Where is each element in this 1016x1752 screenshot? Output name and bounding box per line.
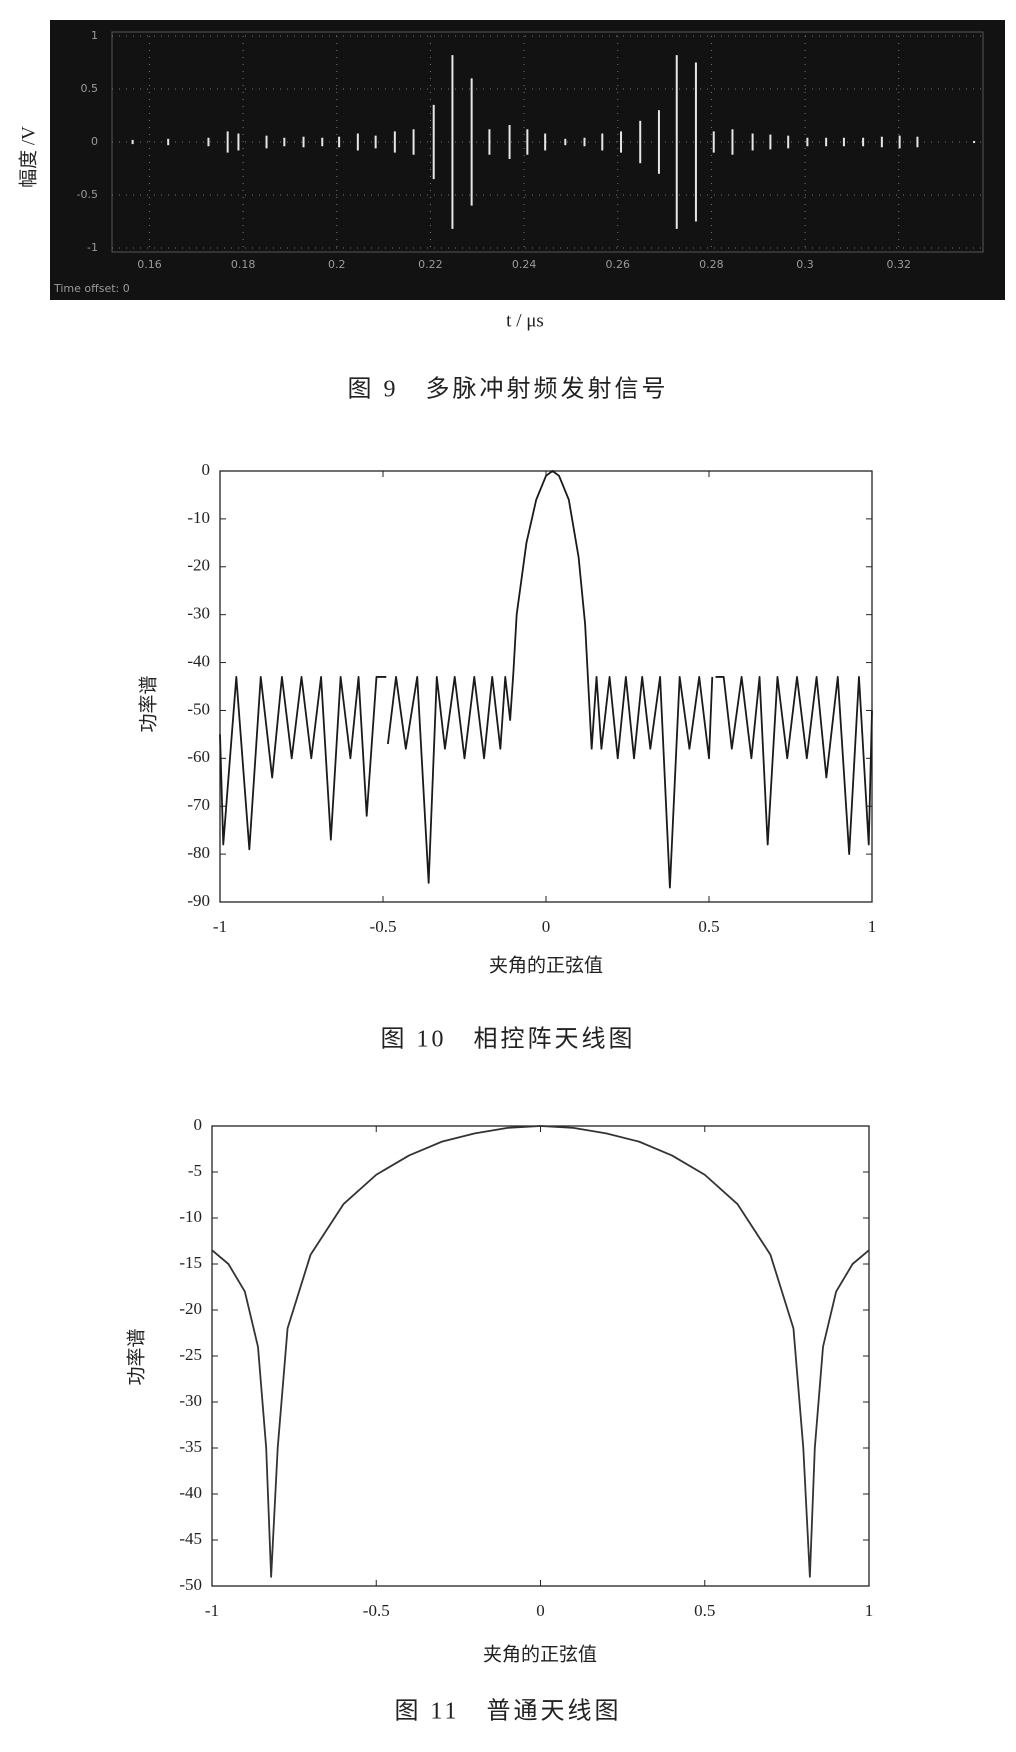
y-tick-label: -35	[179, 1437, 202, 1456]
chart: Time offset: 0 1 0.5 0 -0.5 -1 0.16 0.18 0.2 0.22…	[17, 20, 1005, 403]
figure-caption: 图 11 普通天线图	[394, 1698, 621, 1725]
y-tick-label: -20	[179, 1299, 202, 1318]
y-tick-label: -10	[187, 508, 210, 527]
y-tick-label: -70	[187, 795, 210, 814]
x-tick-label: 0.24	[512, 258, 537, 271]
y-tick-label: -80	[187, 843, 210, 862]
y-tick-label: 0	[194, 1115, 203, 1134]
y-tick-label: 0.5	[81, 82, 99, 95]
y-tick-label: -90	[187, 891, 210, 910]
x-tick-label: 0.22	[418, 258, 443, 271]
y-tick-label: -15	[179, 1253, 202, 1272]
y-tick-label: -40	[179, 1483, 202, 1502]
x-axis-label: t / μs	[506, 310, 544, 331]
y-tick-label: -30	[179, 1391, 202, 1410]
annotation: Time offset: 0	[53, 282, 130, 295]
y-tick-label: -0.5	[77, 188, 98, 201]
chart: 0 -10 -20 -30 -40 -50 -60 -70 -80 -90-1 -0.5 0 0.5 1 功…	[137, 460, 876, 1053]
plot-frame	[211, 1125, 870, 1587]
y-axis-label: 功率谱	[125, 1328, 147, 1385]
x-axis-label: 夹角的正弦值	[483, 1643, 597, 1665]
x-tick-label: 0.2	[328, 258, 346, 271]
y-axis-label: 功率谱	[137, 675, 159, 732]
x-tick-label: 0	[542, 917, 551, 936]
y-tick-label: 0	[91, 135, 98, 148]
pattern-line	[211, 1125, 870, 1578]
x-tick-label: -0.5	[370, 917, 397, 936]
y-tick-label: -60	[187, 747, 210, 766]
y-tick-label: -10	[179, 1207, 202, 1226]
x-tick-label: 0.3	[796, 258, 814, 271]
pattern-line	[219, 470, 873, 889]
x-axis-label: 夹角的正弦值	[489, 954, 603, 976]
x-tick-label: 0	[536, 1601, 545, 1620]
x-tick-label: 0.5	[698, 917, 719, 936]
plot-frame	[219, 470, 873, 903]
y-tick-label: -45	[179, 1529, 202, 1548]
x-tick-label: -1	[213, 917, 227, 936]
y-tick-label: -30	[187, 604, 210, 623]
x-tick-label: 0.32	[886, 258, 911, 271]
x-tick-label: 1	[865, 1601, 874, 1620]
y-tick-label: -20	[187, 556, 210, 575]
x-tick-label: 0.26	[605, 258, 630, 271]
y-tick-label: 0	[202, 460, 211, 479]
y-tick-label: 1	[91, 29, 98, 42]
y-axis-label: 幅度 /V	[17, 126, 39, 188]
figure-caption: 图 9 多脉冲射频发射信号	[348, 376, 669, 403]
x-tick-label: 0.16	[137, 258, 162, 271]
x-tick-label: 1	[868, 917, 877, 936]
x-tick-label: -1	[205, 1601, 219, 1620]
x-tick-label: 0.28	[699, 258, 724, 271]
y-tick-label: -5	[188, 1161, 202, 1180]
y-tick-label: -50	[187, 699, 210, 718]
chart: 0 -5 -10 -15 -20 -25 -30 -35 -40 -45 -50-1 -0.5 0 0.5…	[125, 1115, 873, 1725]
y-tick-label: -50	[179, 1575, 202, 1594]
x-tick-label: 0.18	[231, 258, 256, 271]
figure-caption: 图 10 相控阵天线图	[381, 1026, 636, 1053]
x-tick-label: 0.5	[694, 1601, 715, 1620]
y-tick-label: -25	[179, 1345, 202, 1364]
y-tick-label: -1	[87, 241, 98, 254]
x-tick-label: -0.5	[363, 1601, 390, 1620]
scope-background	[50, 20, 1005, 300]
y-tick-label: -40	[187, 651, 210, 670]
